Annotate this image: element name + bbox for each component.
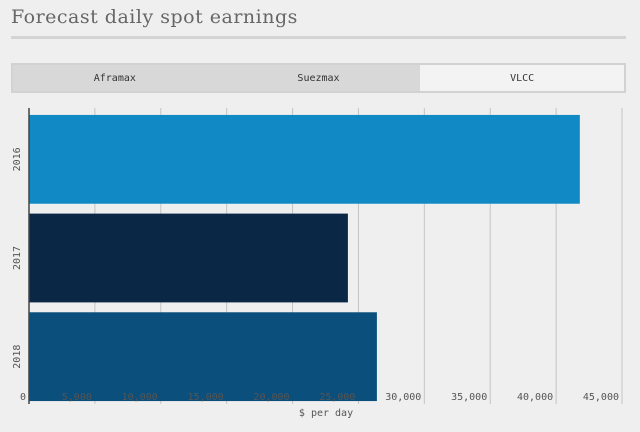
x-tick-label: 25,000 — [319, 392, 355, 403]
x-tick-label: 5,000 — [62, 392, 92, 403]
x-tick-label: 30,000 — [385, 392, 421, 403]
x-tick-label: 45,000 — [583, 392, 619, 403]
tab-suezmax[interactable]: Suezmax — [217, 65, 421, 91]
tab-suezmax-label: Suezmax — [297, 72, 340, 84]
bars — [29, 114, 580, 402]
title-divider — [11, 36, 626, 39]
category-label: 2018 — [12, 345, 23, 369]
tab-aframax-label: Aframax — [93, 72, 136, 84]
x-tick-label: 20,000 — [253, 392, 289, 403]
x-tick-label: 40,000 — [517, 392, 553, 403]
category-label: 2017 — [12, 246, 23, 270]
x-tick-label: 10,000 — [122, 392, 158, 403]
x-tick-label: 15,000 — [188, 392, 224, 403]
x-tick-label: 35,000 — [451, 392, 487, 403]
x-axis-label: $ per day — [299, 408, 353, 419]
bar-2016[interactable] — [29, 114, 580, 204]
x-tick-label: 0 — [20, 392, 26, 403]
bar-2017[interactable] — [29, 213, 348, 303]
bar-2018[interactable] — [29, 312, 377, 402]
tab-vlcc-label: VLCC — [510, 72, 535, 84]
tab-vlcc[interactable]: VLCC — [420, 65, 625, 91]
tab-aframax[interactable]: Aframax — [13, 65, 217, 91]
page-title: Forecast daily spot earnings — [11, 6, 298, 28]
tab-bar: Aframax Suezmax VLCC — [11, 63, 626, 93]
bar-chart: 2016 2017 2018 0 5,000 10,000 15,000 20,000 25,… — [12, 108, 623, 419]
x-tick-labels: 0 5,000 10,000 15,000 20,000 25,000 30,000 35,0… — [20, 392, 619, 403]
category-label: 2016 — [12, 147, 23, 171]
category-labels: 2016 2017 2018 — [12, 147, 23, 368]
